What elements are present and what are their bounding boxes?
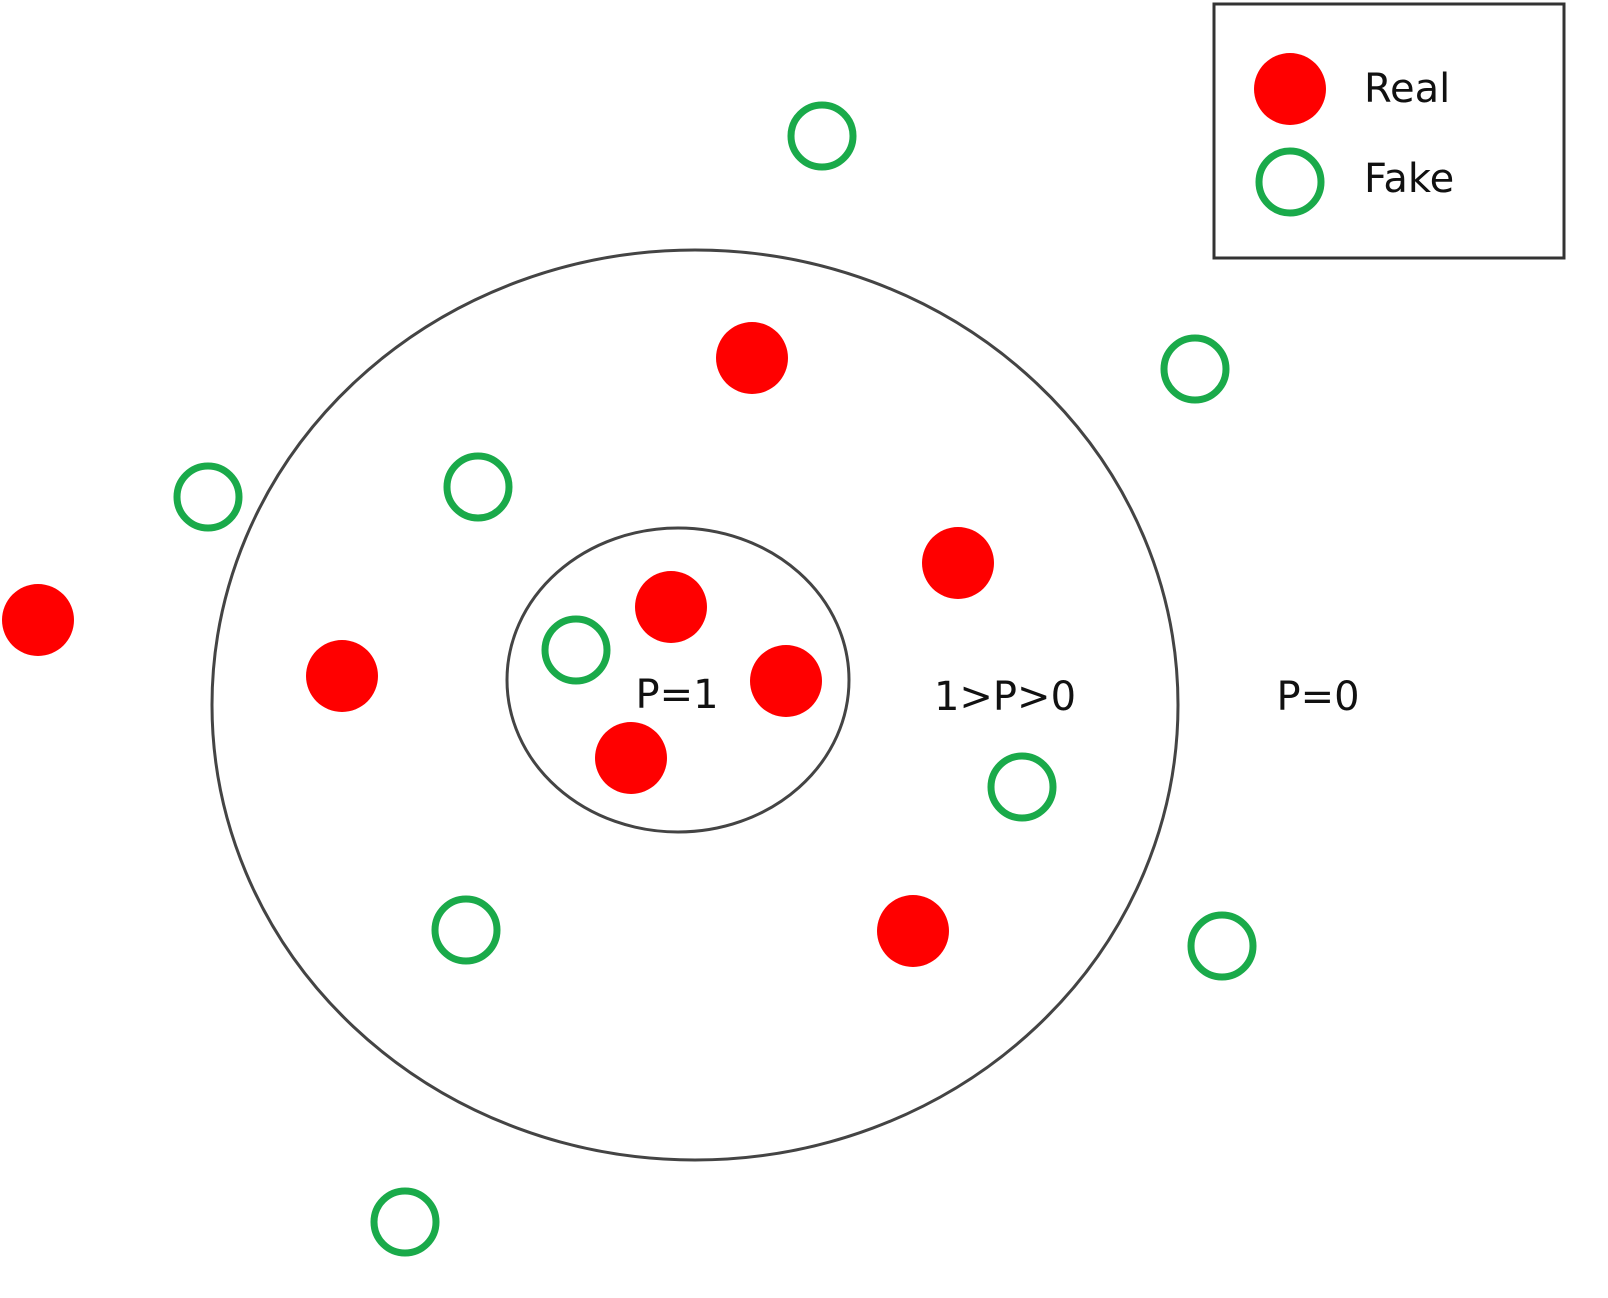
legend-fake-label: Fake <box>1364 156 1454 202</box>
real-sample-dot <box>922 527 994 599</box>
fake-sample-ring <box>541 615 611 685</box>
middle-region-label: 1>P>0 <box>934 674 1076 720</box>
real-sample-dot <box>306 640 378 712</box>
fake-sample-ring <box>173 462 243 532</box>
fake-sample-ring <box>787 101 857 171</box>
fake-sample-ring <box>1187 911 1257 981</box>
fake-sample-ring <box>987 752 1057 822</box>
legend: Real Fake <box>1212 2 1566 260</box>
inner-boundary-circle <box>505 526 851 834</box>
real-sample-dot <box>750 645 822 717</box>
legend-fake-marker <box>1255 147 1325 217</box>
real-sample-dot <box>877 895 949 967</box>
real-sample-dot <box>716 322 788 394</box>
real-sample-dot <box>2 584 74 656</box>
fake-sample-ring <box>1160 334 1230 404</box>
fake-samples <box>173 101 1257 1257</box>
real-sample-dot <box>595 722 667 794</box>
real-sample-dot <box>635 571 707 643</box>
fake-sample-ring <box>431 895 501 965</box>
inner-region-label: P=1 <box>635 672 718 718</box>
legend-real-label: Real <box>1364 66 1450 112</box>
legend-real-marker <box>1254 53 1326 125</box>
outer-boundary-circle <box>210 248 1180 1162</box>
fake-sample-ring <box>370 1187 440 1257</box>
fake-sample-ring <box>443 452 513 522</box>
real-samples <box>2 322 994 967</box>
outer-region-label: P=0 <box>1276 674 1359 720</box>
legend-box <box>1212 2 1566 260</box>
